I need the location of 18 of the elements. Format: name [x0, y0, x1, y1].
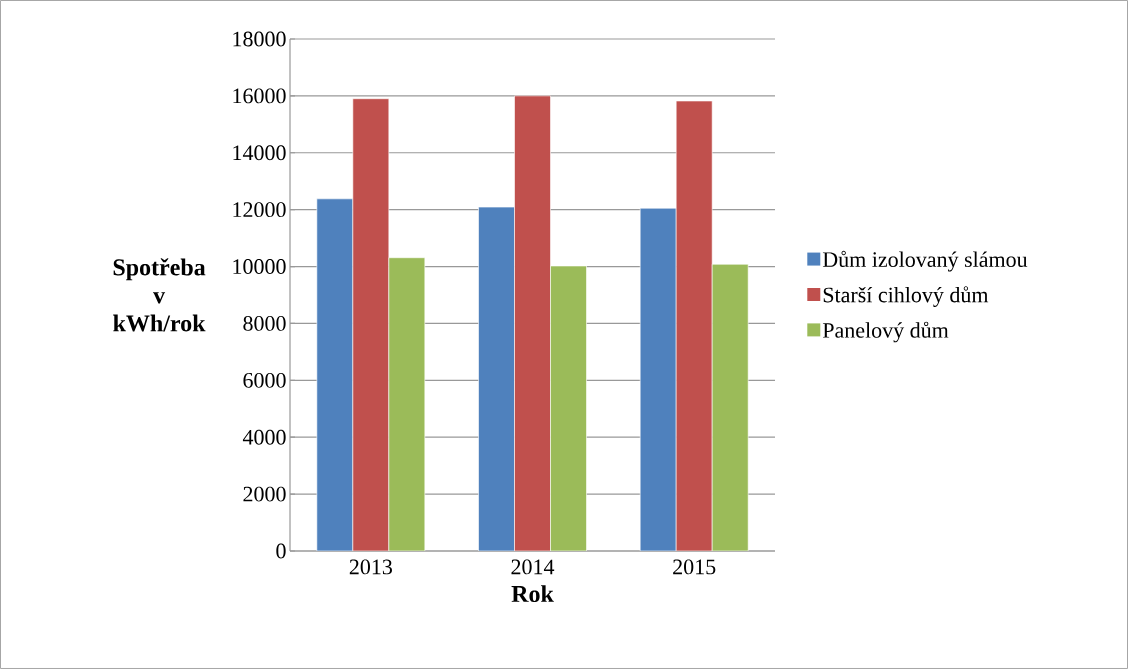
y-tick-label: 18000 — [233, 31, 286, 47]
y-tick-label: 6000 — [243, 372, 286, 388]
x-tick-label: 2015 — [673, 559, 716, 575]
y-tick-label: 16000 — [233, 88, 286, 104]
y-tick-label: 12000 — [233, 202, 286, 218]
y-tick-label: 8000 — [243, 316, 286, 331]
legend-label: Dům izolovaný slámou — [822, 250, 1028, 272]
legend-label: Panelový dům — [822, 321, 949, 343]
y-tick-label: 0 — [276, 543, 286, 559]
y-axis-title: Spotřeba v kWh/rok — [113, 258, 206, 332]
x-tick-label: 2014 — [511, 559, 555, 575]
y-tick-label: 4000 — [242, 429, 286, 445]
y-tick-label: 14000 — [233, 145, 286, 161]
x-axis-title: Rok — [511, 585, 554, 603]
y-tick-label: 2000 — [243, 486, 286, 502]
x-tick-label: 2013 — [349, 559, 392, 575]
legend-label: Starší cihlový dům — [823, 286, 989, 307]
y-tick-label: 10000 — [233, 259, 286, 274]
